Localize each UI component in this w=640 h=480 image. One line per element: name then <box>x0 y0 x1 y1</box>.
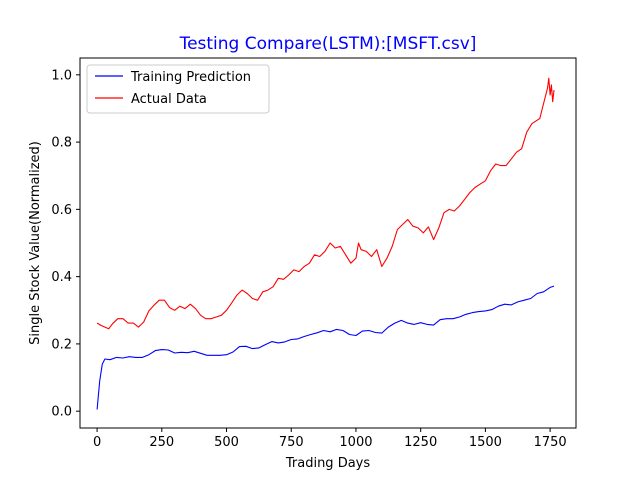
y-axis-label: Single Stock Value(Normalized) <box>28 141 43 345</box>
y-tick-label: 0.2 <box>51 337 72 352</box>
axes-frame <box>79 57 577 429</box>
x-tick-label: 1250 <box>404 435 437 450</box>
x-tick-label: 500 <box>214 435 239 450</box>
x-tick-label: 1500 <box>469 435 502 450</box>
x-tick-label: 1000 <box>339 435 372 450</box>
training-prediction-line <box>96 285 555 410</box>
legend-label-training-prediction: Training Prediction <box>130 70 251 85</box>
y-tick-label: 1.0 <box>51 68 72 83</box>
y-tick-label: 0.4 <box>51 270 72 285</box>
chart-title: Testing Compare(LSTM):[MSFT.csv] <box>179 34 477 54</box>
x-axis-label: Trading Days <box>285 456 370 471</box>
x-axis: 0 250 500 750 1000 1250 1500 1750 <box>93 428 567 450</box>
x-tick-label: 1750 <box>534 435 567 450</box>
x-tick-label: 750 <box>279 435 304 450</box>
legend-box <box>86 64 270 114</box>
y-tick-label: 0.8 <box>51 136 72 151</box>
actual-data-line <box>96 77 555 330</box>
x-tick-label: 0 <box>93 435 101 450</box>
legend-label-actual-data: Actual Data <box>131 92 207 107</box>
y-axis: 0.0 0.2 0.4 0.6 0.8 1.0 <box>51 68 80 420</box>
legend: Training Prediction Actual Data <box>86 64 270 114</box>
x-tick-label: 250 <box>149 435 174 450</box>
y-tick-label: 0.0 <box>51 405 72 420</box>
plot-area <box>96 77 555 410</box>
y-tick-label: 0.6 <box>51 203 72 218</box>
